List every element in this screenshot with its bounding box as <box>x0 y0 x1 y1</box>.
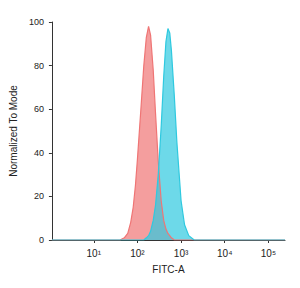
svg-text:10⁵: 10⁵ <box>261 248 276 259</box>
svg-text:10¹: 10¹ <box>87 248 102 259</box>
svg-text:10³: 10³ <box>174 248 189 259</box>
svg-text:20: 20 <box>34 191 44 201</box>
svg-text:100: 100 <box>29 17 44 27</box>
svg-text:0: 0 <box>39 235 44 245</box>
svg-text:Normalized To Mode: Normalized To Mode <box>8 85 19 177</box>
svg-text:80: 80 <box>34 61 44 71</box>
svg-text:10²: 10² <box>130 248 145 259</box>
svg-text:60: 60 <box>34 104 44 114</box>
svg-text:FITC-A: FITC-A <box>152 264 185 275</box>
svg-text:10⁴: 10⁴ <box>217 248 232 259</box>
svg-text:40: 40 <box>34 148 44 158</box>
